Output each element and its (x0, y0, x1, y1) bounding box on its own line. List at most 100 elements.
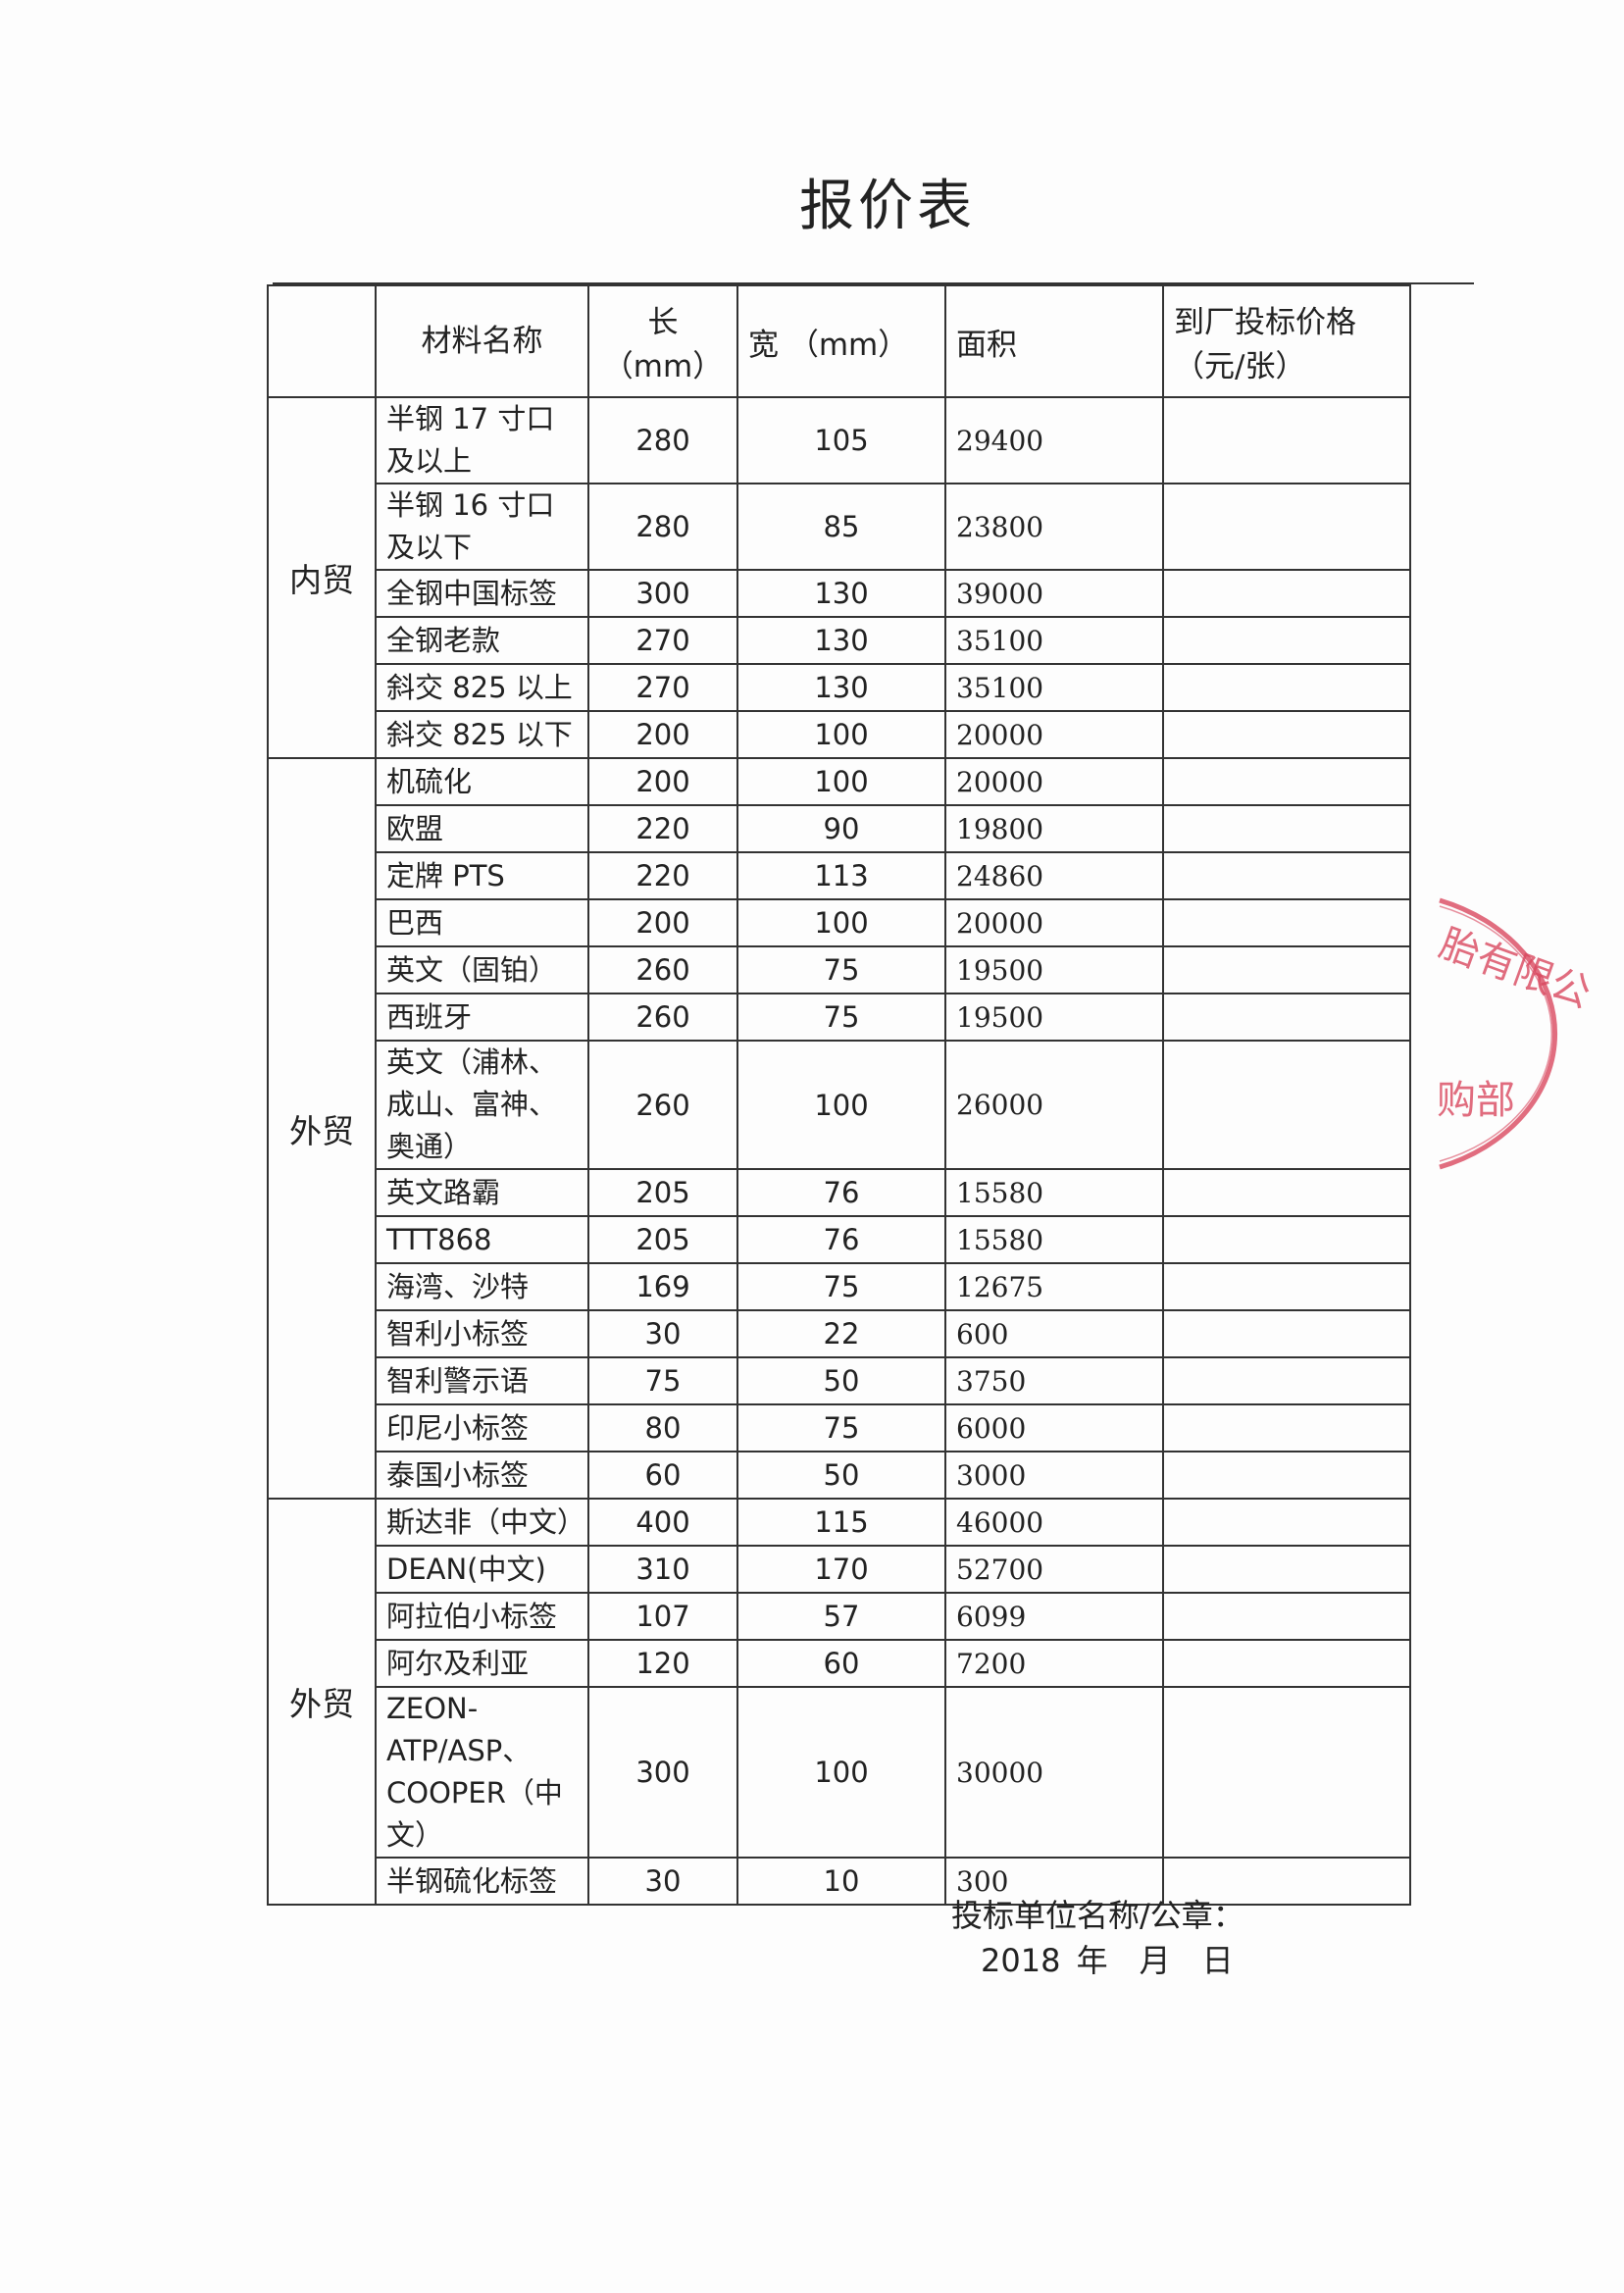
table-row: TTT868 205 76 15580 (268, 1215, 1411, 1264)
table-row: 内贸 半钢 17 寸口及以上 280 105 29400 (267, 396, 1411, 759)
table-row: 智利小标签 30 22 600 (268, 1309, 1411, 1358)
cell-name: 半钢 17 寸口及以上 (375, 396, 589, 484)
header-group (267, 284, 377, 398)
svg-text:购部: 购部 (1437, 1078, 1515, 1123)
cell-length: 120 (587, 1639, 738, 1688)
group-label: 内贸 (267, 396, 377, 759)
table-row: 英文（浦林、成山、富神、奥通） 260 100 26000 (268, 1040, 1411, 1170)
table-row: DEAN(中文) 310 170 52700 (268, 1545, 1411, 1594)
cell-area: 35100 (944, 663, 1164, 712)
group-label: 外贸 (267, 1498, 377, 1906)
cell-length: 260 (587, 993, 738, 1042)
table-row: 斜交 825 以下 200 100 20000 (268, 710, 1411, 759)
table-row: 欧盟 220 90 19800 (268, 804, 1411, 853)
cell-name: 智利警示语 (375, 1356, 589, 1405)
cell-length: 280 (587, 483, 738, 571)
cell-width: 76 (736, 1168, 946, 1217)
table-row: ZEON-ATP/ASP、COOPER（中文） 300 100 30000 (268, 1686, 1411, 1859)
table-row: 西班牙 260 75 19500 (268, 993, 1411, 1042)
cell-length: 220 (587, 851, 738, 900)
cell-length: 107 (587, 1592, 738, 1641)
cell-length: 205 (587, 1168, 738, 1217)
table-row: 外贸 机硫化 200 100 20000 (267, 757, 1411, 1500)
cell-name: 全钢中国标签 (375, 569, 589, 618)
table-row: 智利警示语 75 50 3750 (268, 1356, 1411, 1405)
cell-length: 270 (587, 663, 738, 712)
cell-price (1162, 898, 1411, 947)
cell-name: 斜交 825 以上 (375, 663, 589, 712)
cell-length: 220 (587, 804, 738, 853)
cell-price (1162, 1403, 1411, 1452)
cell-name: 全钢老款 (375, 616, 589, 665)
cell-area: 26000 (944, 1040, 1164, 1170)
cell-area: 7200 (944, 1639, 1164, 1688)
cell-price (1162, 396, 1411, 484)
header-price-line1: 到厂投标价格 (1174, 305, 1356, 340)
cell-area: 39000 (944, 569, 1164, 618)
cell-area: 35100 (944, 616, 1164, 665)
cell-name: 欧盟 (375, 804, 589, 853)
cell-name: 英文（固铂） (375, 945, 589, 994)
table-row: 阿拉伯小标签 107 57 6099 (268, 1592, 1411, 1641)
cell-name: 斜交 825 以下 (375, 710, 589, 759)
cell-length: 280 (587, 396, 738, 484)
cell-name: 巴西 (375, 898, 589, 947)
cell-price (1162, 1686, 1411, 1859)
cell-area: 19500 (944, 945, 1164, 994)
cell-price (1162, 483, 1411, 571)
header-width: 宽 （mm） (736, 284, 946, 398)
cell-width: 75 (736, 993, 946, 1042)
cell-area: 24860 (944, 851, 1164, 900)
cell-area: 29400 (944, 396, 1164, 484)
cell-area: 3750 (944, 1356, 1164, 1405)
cell-name: 印尼小标签 (375, 1403, 589, 1452)
cell-area: 600 (944, 1309, 1164, 1358)
cell-width: 60 (736, 1639, 946, 1688)
table-row: 海湾、沙特 169 75 12675 (268, 1262, 1411, 1311)
cell-width: 130 (736, 616, 946, 665)
cell-width: 57 (736, 1592, 946, 1641)
cell-area: 15580 (944, 1168, 1164, 1217)
header-length: 长（mm） (587, 284, 738, 398)
header-name: 材料名称 (375, 284, 589, 398)
cell-name: 海湾、沙特 (375, 1262, 589, 1311)
cell-length: 260 (587, 1040, 738, 1170)
cell-price (1162, 851, 1411, 900)
cell-name: 泰国小标签 (375, 1451, 589, 1500)
cell-length: 270 (587, 616, 738, 665)
table-row: 全钢老款 270 130 35100 (268, 616, 1411, 665)
header-price-line2: （元/张） (1174, 349, 1306, 384)
cell-length: 400 (587, 1498, 738, 1547)
cell-area: 3000 (944, 1451, 1164, 1500)
cell-name: 定牌 PTS (375, 851, 589, 900)
cell-width: 113 (736, 851, 946, 900)
cell-price (1162, 1168, 1411, 1217)
cell-price (1162, 1262, 1411, 1311)
quote-table: 材料名称 长（mm） 宽 （mm） 面积 到厂投标价格 （元/张） 内贸 半钢 1… (267, 284, 1411, 1906)
cell-length: 169 (587, 1262, 738, 1311)
cell-width: 50 (736, 1356, 946, 1405)
cell-price (1162, 1857, 1411, 1906)
cell-length: 80 (587, 1403, 738, 1452)
cell-price (1162, 1545, 1411, 1594)
cell-width: 75 (736, 1262, 946, 1311)
cell-width: 170 (736, 1545, 946, 1594)
cell-area: 19800 (944, 804, 1164, 853)
cell-length: 300 (587, 569, 738, 618)
cell-width: 90 (736, 804, 946, 853)
cell-length: 30 (587, 1309, 738, 1358)
header-price: 到厂投标价格 （元/张） (1162, 284, 1411, 398)
cell-length: 310 (587, 1545, 738, 1594)
cell-price (1162, 1040, 1411, 1170)
cell-name: 半钢硫化标签 (375, 1857, 589, 1906)
cell-price (1162, 1498, 1411, 1547)
cell-price (1162, 804, 1411, 853)
cell-name: 西班牙 (375, 993, 589, 1042)
cell-length: 300 (587, 1686, 738, 1859)
cell-width: 22 (736, 1309, 946, 1358)
cell-price (1162, 1309, 1411, 1358)
cell-price (1162, 993, 1411, 1042)
cell-width: 100 (736, 898, 946, 947)
table-row: 英文路霸 205 76 15580 (268, 1168, 1411, 1217)
cell-area: 23800 (944, 483, 1164, 571)
